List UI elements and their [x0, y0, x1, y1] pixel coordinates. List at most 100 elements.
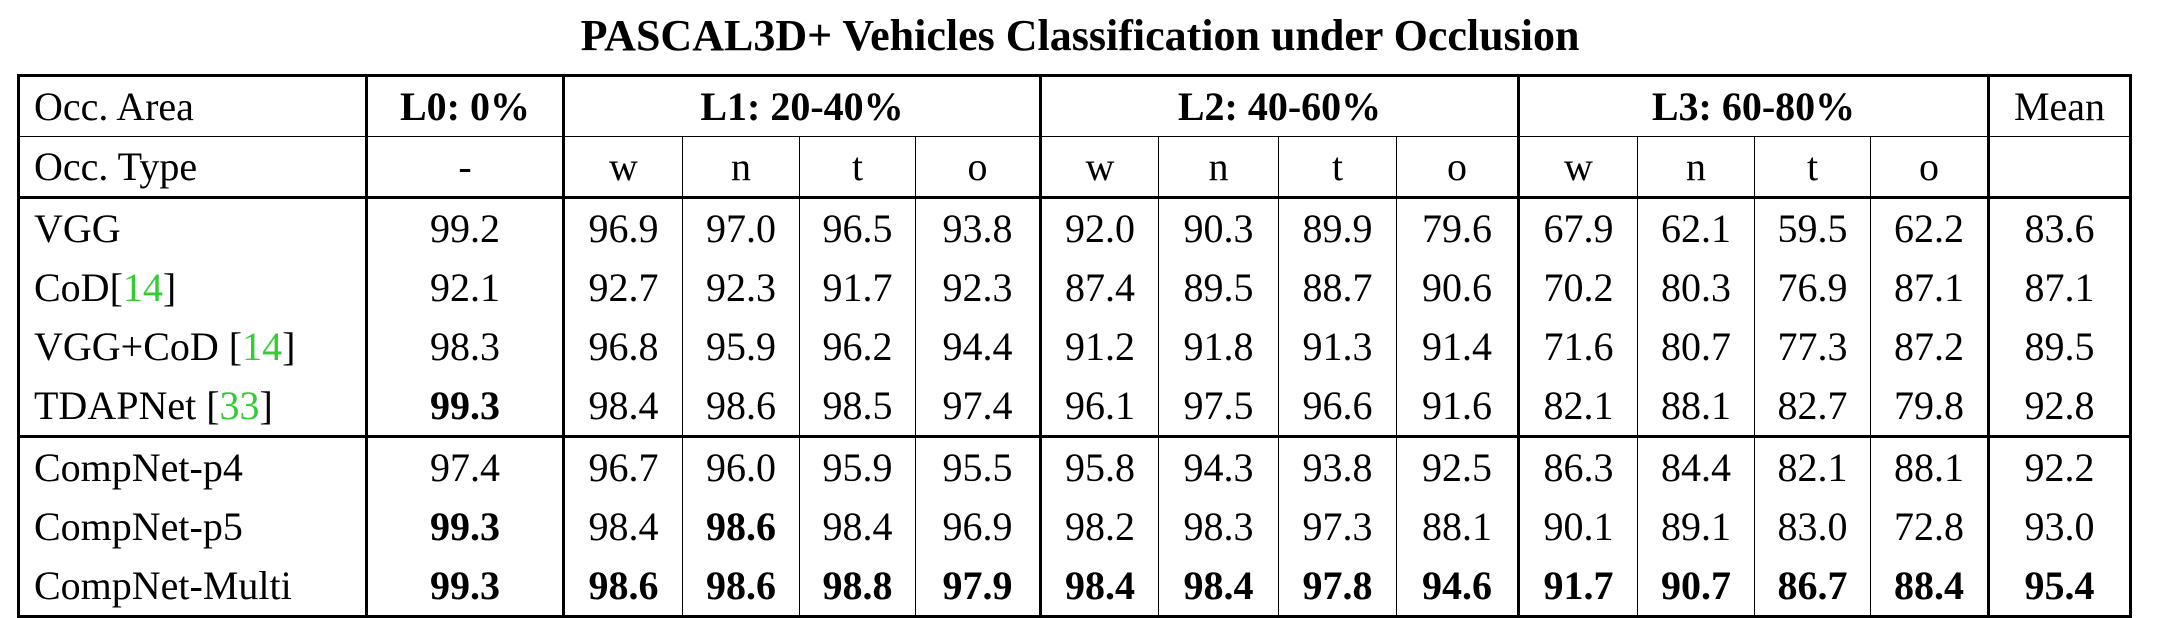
table-cell: 90.1 — [1518, 497, 1638, 556]
header-row-occ-type: Occ. Type - w n t o w n t o w n t o — [17, 136, 2132, 199]
occ-type-cell: - — [366, 136, 565, 199]
occ-type-cell — [1988, 136, 2132, 199]
table-cell: 92.3 — [682, 258, 800, 317]
table-cell: 98.6 — [682, 376, 800, 438]
citation-open-bracket: [ — [206, 382, 220, 428]
table-cell: 98.6 — [563, 556, 683, 618]
method-name: TDAPNet [33] — [17, 376, 368, 438]
table-cell: 87.1 — [1988, 258, 2132, 317]
table-row: VGG 99.2 96.9 97.0 96.5 93.8 92.0 90.3 89.9 79.6 6… — [17, 197, 2132, 258]
table-cell: 92.7 — [563, 258, 683, 317]
table-row: VGG+CoD [14] 98.3 96.8 95.9 96.2 94.4 91.2 91.8… — [17, 317, 2132, 376]
table-cell: 91.3 — [1278, 317, 1397, 376]
table-cell: 88.4 — [1870, 556, 1990, 618]
table-cell: 99.3 — [366, 556, 565, 618]
table-cell: 97.9 — [915, 556, 1042, 618]
table-cell: 92.5 — [1396, 436, 1520, 497]
occ-type-cell: n — [1637, 136, 1755, 199]
table-cell: 62.1 — [1637, 197, 1755, 258]
table-cell: 99.3 — [366, 376, 565, 438]
table-cell: 90.3 — [1158, 197, 1279, 258]
table-cell: 83.0 — [1754, 497, 1871, 556]
table-cell: 87.2 — [1870, 317, 1990, 376]
table-cell: 97.5 — [1158, 376, 1279, 438]
table-cell: 89.1 — [1637, 497, 1755, 556]
table-cell: 97.3 — [1278, 497, 1397, 556]
mean-header: Mean — [1988, 74, 2132, 137]
table-cell: 97.4 — [915, 376, 1042, 438]
table-cell: 98.4 — [1158, 556, 1279, 618]
table-cell: 76.9 — [1754, 258, 1871, 317]
method-label: CompNet-p5 — [34, 503, 243, 549]
citation-ref: 33 — [219, 382, 260, 428]
citation-close-bracket: ] — [162, 264, 177, 310]
table-cell: 67.9 — [1518, 197, 1638, 258]
header-row-occ-area: Occ. Area L0: 0% L1: 20-40% L2: 40-60% L3: 6… — [17, 74, 2132, 137]
table-row: CompNet-p5 99.3 98.4 98.6 98.4 96.9 98.2 98.3 97… — [17, 497, 2132, 556]
table-cell: 80.3 — [1637, 258, 1755, 317]
table-cell: 89.5 — [1988, 317, 2132, 376]
table-cell: 79.8 — [1870, 376, 1990, 438]
table-cell: 96.9 — [563, 197, 683, 258]
table-row: TDAPNet [33] 99.3 98.4 98.6 98.5 97.4 96.1 97.5… — [17, 376, 2132, 438]
table-cell: 91.7 — [1518, 556, 1638, 618]
citation-close-bracket: ] — [259, 382, 273, 428]
table-cell: 72.8 — [1870, 497, 1990, 556]
occ-type-cell: o — [1396, 136, 1520, 199]
table-cell: 87.4 — [1040, 258, 1159, 317]
table-cell: 94.3 — [1158, 436, 1279, 497]
table-cell: 96.2 — [799, 317, 916, 376]
table-cell: 98.4 — [563, 376, 683, 438]
table-cell: 98.4 — [1040, 556, 1159, 618]
table-cell: 95.9 — [799, 436, 916, 497]
occ-area-label: Occ. Area — [17, 74, 368, 137]
table-cell: 82.1 — [1754, 436, 1871, 497]
occ-type-cell: w — [1518, 136, 1638, 199]
table-cell: 96.5 — [799, 197, 916, 258]
table-cell: 92.1 — [366, 258, 565, 317]
table-cell: 91.4 — [1396, 317, 1520, 376]
table-body: Occ. Area L0: 0% L1: 20-40% L2: 40-60% L3: 6… — [17, 74, 2132, 618]
occ-type-cell: t — [1754, 136, 1871, 199]
method-label: TDAPNet — [34, 382, 207, 428]
table-cell: 82.1 — [1518, 376, 1638, 438]
table-cell: 90.6 — [1396, 258, 1520, 317]
table-row: CompNet-p4 97.4 96.7 96.0 95.9 95.5 95.8 94.3 93… — [17, 436, 2132, 497]
table-cell: 80.7 — [1637, 317, 1755, 376]
occ-type-label: Occ. Type — [17, 136, 368, 199]
results-table: Occ. Area L0: 0% L1: 20-40% L2: 40-60% L3: 6… — [17, 74, 2132, 618]
method-label: VGG — [34, 205, 121, 251]
occ-type-cell: t — [1278, 136, 1397, 199]
citation-open-bracket: [ — [228, 323, 243, 369]
occ-level-header: L0: 0% — [366, 74, 565, 137]
table-cell: 70.2 — [1518, 258, 1638, 317]
table-cell: 92.0 — [1040, 197, 1159, 258]
table-cell: 99.3 — [366, 497, 565, 556]
table-cell: 99.2 — [366, 197, 565, 258]
table-cell: 93.8 — [1278, 436, 1397, 497]
table-cell: 94.4 — [915, 317, 1042, 376]
method-name: VGG — [17, 197, 368, 258]
table-row: CompNet-Multi 99.3 98.6 98.6 98.8 97.9 98.4 98.… — [17, 556, 2132, 618]
occ-type-cell: n — [1158, 136, 1279, 199]
table-cell: 96.1 — [1040, 376, 1159, 438]
table-cell: 91.2 — [1040, 317, 1159, 376]
table-cell: 91.8 — [1158, 317, 1279, 376]
table-cell: 95.4 — [1988, 556, 2132, 618]
table-cell: 95.9 — [682, 317, 800, 376]
method-name: CompNet-Multi — [17, 556, 368, 618]
table-cell: 96.6 — [1278, 376, 1397, 438]
table-cell: 79.6 — [1396, 197, 1520, 258]
table-row: CoD[14] 92.1 92.7 92.3 91.7 92.3 87.4 89.5 88.7 9… — [17, 258, 2132, 317]
table-cell: 98.4 — [563, 497, 683, 556]
occ-type-cell: w — [563, 136, 683, 199]
table-cell: 98.8 — [799, 556, 916, 618]
table-cell: 62.2 — [1870, 197, 1990, 258]
table-cell: 96.7 — [563, 436, 683, 497]
table-cell: 77.3 — [1754, 317, 1871, 376]
table-cell: 93.8 — [915, 197, 1042, 258]
table-cell: 87.1 — [1870, 258, 1990, 317]
table-cell: 92.8 — [1988, 376, 2132, 438]
citation-open-bracket: [ — [109, 264, 123, 310]
table-cell: 91.6 — [1396, 376, 1520, 438]
